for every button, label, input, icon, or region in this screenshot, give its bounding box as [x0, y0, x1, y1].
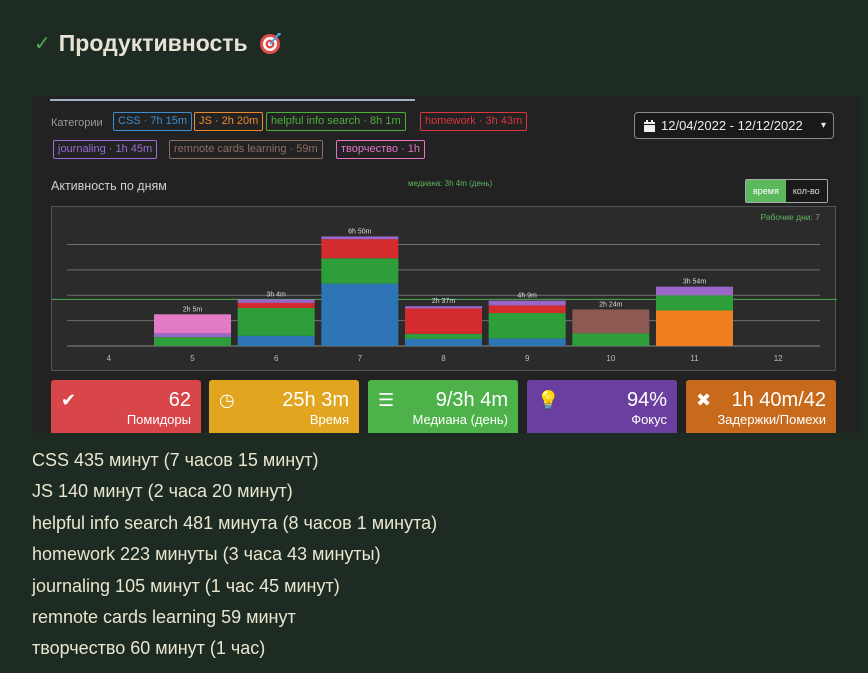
metric-toggle: время кол-во [745, 179, 828, 203]
bar-segment [237, 335, 315, 346]
lightbulb-icon: 💡 [537, 390, 560, 411]
stat-value: 62 [168, 389, 191, 411]
activity-title: Активность по дням [51, 179, 167, 193]
x-tick-label: 12 [774, 354, 783, 363]
summary-line: journaling 105 минут (1 час 45 минут) [32, 575, 340, 596]
bar-segment [237, 307, 315, 336]
bar-segment [405, 306, 482, 309]
bar-segment [154, 333, 231, 338]
list-icon: ☰ [378, 390, 395, 411]
category-tag-css[interactable]: CSS · 7h 15m [113, 112, 193, 131]
summary-line: творчество 60 минут (1 час) [32, 638, 266, 659]
activity-chart-svg: Рабочие дни: 7 4 5 2h 5m 6 3h 4m 7 6h 50m 8 2h 3… [52, 212, 837, 363]
calendar-icon [644, 119, 655, 132]
bar-total-label: 2h 5m [183, 306, 203, 313]
page-title: Продуктивность [58, 29, 248, 56]
bar-segment [572, 309, 650, 334]
stat-label: Задержки/Помехи [717, 412, 826, 427]
x-tick-label: 4 [107, 354, 112, 363]
bar-segment [488, 305, 566, 314]
category-tag-js[interactable]: JS · 2h 20m [194, 112, 264, 131]
bar-segment [488, 313, 566, 339]
bar-segment [572, 333, 650, 346]
category-tag-tvorchestvo[interactable]: творчество · 1h [336, 140, 425, 159]
toggle-time-button[interactable]: время [746, 180, 786, 202]
median-label: медиана: 3h 4m (день) [408, 179, 493, 188]
stat-card-time: ◷ 25h 3m Время [209, 380, 359, 433]
bar-total-label: 4h 9m [517, 293, 537, 300]
close-icon: ✖ [696, 390, 712, 411]
x-tick-label: 8 [441, 354, 446, 363]
bar-total-label: 6h 50m [348, 228, 372, 235]
clock-icon: ◷ [219, 390, 235, 411]
categories-label: Категории [51, 117, 103, 129]
stat-label: Время [309, 412, 349, 427]
bar-segment [656, 310, 733, 346]
category-summary-list: CSS 435 минут (7 часов 15 минут) JS 140 … [32, 446, 437, 666]
toggle-count-button[interactable]: кол-во [785, 180, 827, 202]
x-tick-label: 7 [358, 354, 363, 363]
category-tag-homework[interactable]: homework · 3h 43m [420, 112, 528, 131]
bar-segment [321, 283, 399, 346]
category-tag-journaling[interactable]: journaling · 1h 45m [53, 140, 158, 159]
bar-segment [405, 333, 482, 339]
stat-card-pomodoros: ✔ 62 Помидоры [51, 380, 201, 433]
dashboard-panel: Категории CSS · 7h 15m JS · 2h 20m helpf… [32, 96, 861, 433]
activity-chart: Рабочие дни: 7 4 5 2h 5m 6 3h 4m 7 6h 50m 8 2h 3… [51, 206, 837, 371]
x-tick-label: 10 [606, 354, 615, 363]
date-range-value: 12/04/2022 - 12/12/2022 [661, 118, 803, 133]
bar-segment [321, 258, 399, 284]
bar-segment [405, 308, 482, 334]
bar-segment [321, 236, 399, 240]
bar-segment [154, 337, 231, 346]
bar-segment [488, 338, 566, 346]
stat-label: Фокус [631, 412, 667, 427]
summary-line: remnote cards learning 59 минут [32, 606, 296, 627]
bar-segment [321, 239, 399, 259]
x-tick-label: 6 [274, 354, 279, 363]
summary-line: helpful info search 481 минута (8 часов … [32, 512, 438, 533]
bar-segment [154, 314, 231, 334]
stat-value: 1h 40m/42 [731, 389, 826, 411]
chevron-down-icon: ▾ [820, 120, 826, 131]
check-circle-icon: ✔ [61, 390, 77, 411]
x-tick-label: 11 [690, 354, 699, 363]
stat-value: 25h 3m [282, 389, 349, 411]
summary-line: homework 223 минуты (3 часа 43 минуты) [32, 544, 381, 565]
bar-segment [237, 299, 315, 303]
stat-label: Медиана (день) [412, 412, 508, 427]
bar-total-label: 3h 4m [266, 291, 286, 298]
bar-segment [405, 338, 482, 346]
stat-value: 94% [626, 389, 667, 411]
x-tick-label: 9 [525, 354, 530, 363]
panel-progress-line [50, 99, 415, 101]
bar-segment [237, 302, 315, 308]
summary-line: CSS 435 минут (7 часов 15 минут) [32, 450, 319, 470]
check-icon: ✓ [34, 31, 51, 55]
bar-total-label: 3h 54m [683, 279, 707, 286]
category-tag-remnote[interactable]: remnote cards learning · 59m [169, 140, 323, 159]
bar-total-label: 2h 37m [432, 298, 456, 305]
stat-card-focus: 💡 94% Фокус [527, 380, 677, 433]
bar-total-label: 2h 24m [599, 301, 623, 308]
stat-card-interruptions: ✖ 1h 40m/42 Задержки/Помехи [686, 380, 836, 433]
stat-label: Помидоры [126, 412, 191, 427]
bar-segment [656, 295, 733, 311]
stat-value: 9/3h 4m [435, 389, 508, 411]
bar-segment [488, 300, 566, 306]
page-header: ✓ Продуктивность [34, 26, 282, 60]
stat-card-median: ☰ 9/3h 4m Медиана (день) [368, 380, 518, 433]
target-icon [259, 33, 281, 54]
date-range-picker[interactable]: 12/04/2022 - 12/12/2022 ▾ [634, 112, 834, 139]
bar-segment [656, 286, 733, 296]
summary-line: JS 140 минут (2 часа 20 минут) [32, 481, 293, 502]
category-tag-helpful-info-search[interactable]: helpful info search · 8h 1m [266, 112, 406, 131]
x-tick-label: 5 [190, 354, 195, 363]
workdays-label: Рабочие дни: 7 [760, 212, 820, 222]
